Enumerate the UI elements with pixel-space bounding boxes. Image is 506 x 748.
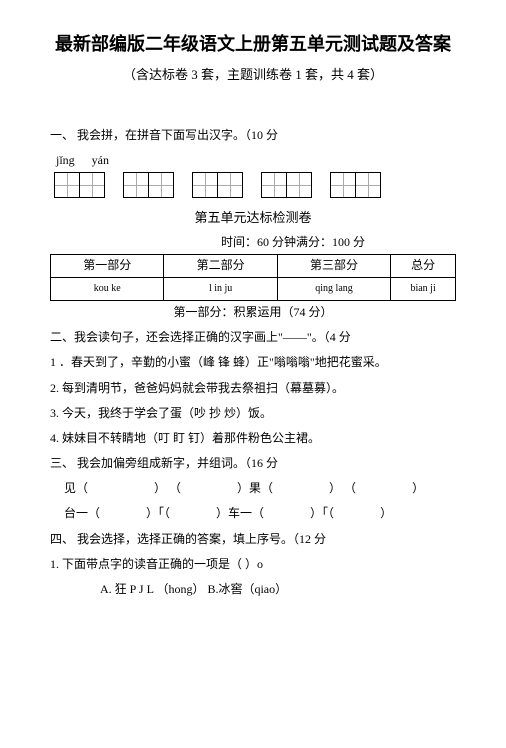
score-header: 第二部分: [164, 254, 277, 277]
q3-frag: ）「（: [146, 504, 170, 523]
opt-a-text: 狂 P J L （hong）: [115, 582, 205, 596]
char-box: [123, 172, 149, 198]
opt-a-label: A.: [100, 582, 112, 596]
q3-frag: ）车一（: [216, 504, 264, 523]
score-cell: l in ju: [164, 277, 277, 300]
score-cell: kou ke: [51, 277, 164, 300]
q4-heading: 四、 我会选择，选择正确的答案，填上序号。（12 分: [50, 530, 456, 549]
char-box-pair: [123, 172, 174, 198]
char-boxes-row: [54, 172, 456, 198]
char-box-pair: [261, 172, 312, 198]
q3-frag: ）: [412, 479, 424, 498]
q4-item: 1. 下面带点字的读音正确的一项是（ ）o: [50, 555, 456, 574]
score-table: 第一部分 第二部分 第三部分 总分 kou ke l in ju qing la…: [50, 254, 456, 301]
char-box: [218, 172, 243, 198]
q2-item: 1 ．春天到了，辛勤的小蜜（峰 锋 蜂）正"嗡嗡嗡"地把花蜜采。: [50, 353, 456, 372]
char-box-pair: [330, 172, 381, 198]
char-box: [261, 172, 287, 198]
pinyin-1: jǐng: [56, 153, 75, 167]
char-box-pair: [54, 172, 105, 198]
q3-frag: ） （: [154, 479, 181, 498]
score-header: 第三部分: [277, 254, 390, 277]
q3-frag: ）果（: [237, 479, 273, 498]
q2-item: 4. 妹妹目不转睛地（叮 盯 钉）着那件粉色公主裙。: [50, 429, 456, 448]
char-box: [330, 172, 356, 198]
char-box: [356, 172, 381, 198]
char-box: [149, 172, 174, 198]
char-box: [287, 172, 312, 198]
score-cell: bian ji: [391, 277, 456, 300]
q3-frag: ）: [380, 504, 392, 523]
char-box: [80, 172, 105, 198]
part1-heading: 第一部分：积累运用（74 分）: [50, 303, 456, 322]
char-box-pair: [192, 172, 243, 198]
q3-frag: 见（: [64, 479, 88, 498]
q2-heading: 二、我会读句子，还会选择正确的汉字画上"——"。（4 分: [50, 328, 456, 347]
q3-frag: ）「（: [310, 504, 334, 523]
q1-heading: 一、 我会拼，在拼音下面写出汉字。（10 分: [50, 126, 456, 145]
opt-b-text: B.冰窖（qiao）: [207, 582, 287, 596]
q4-answers: A. 狂 P J L （hong） B.冰窖（qiao）: [100, 580, 456, 599]
q3-line: 台一（ ）「（ ）车一（ ）「（ ）: [64, 504, 456, 523]
char-box: [192, 172, 218, 198]
score-header: 第一部分: [51, 254, 164, 277]
pinyin-2: yán: [92, 153, 109, 167]
score-header: 总分: [391, 254, 456, 277]
q3-frag: ） （: [329, 479, 356, 498]
q2-item: 3. 今天，我终于学会了蛋（吵 抄 炒）饭。: [50, 404, 456, 423]
time-line: 时间：60 分钟满分：100 分: [50, 233, 456, 252]
page-subtitle: （含达标卷 3 套，主题训练卷 1 套，共 4 套）: [50, 65, 456, 86]
q3-frag: 台一（: [64, 504, 100, 523]
pinyin-row: jǐng yán: [56, 151, 456, 170]
q3-line: 见（ ） （ ）果（ ） （ ）: [64, 479, 456, 498]
paper-name: 第五单元达标检测卷: [50, 208, 456, 229]
page-title: 最新部编版二年级语文上册第五单元测试题及答案: [50, 30, 456, 59]
score-cell: qing lang: [277, 277, 390, 300]
q3-heading: 三、 我会加偏旁组成新字，并组词。（16 分: [50, 454, 456, 473]
q2-item: 2. 每到清明节，爸爸妈妈就会带我去祭祖扫（幕墓募）。: [50, 379, 456, 398]
char-box: [54, 172, 80, 198]
